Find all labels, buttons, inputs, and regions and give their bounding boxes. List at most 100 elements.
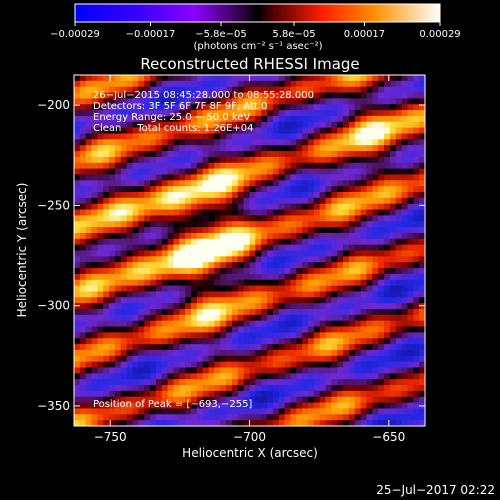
heatmap-cell	[167, 232, 175, 240]
heatmap-cell	[413, 256, 420, 263]
heatmap-cell	[419, 86, 425, 94]
heatmap-cell	[302, 320, 309, 328]
heatmap-cell	[126, 367, 134, 374]
heatmap-cell	[290, 385, 297, 392]
heatmap-cell	[85, 349, 93, 357]
heatmap-cell	[313, 86, 321, 94]
heatmap-cell	[103, 203, 110, 211]
heatmap-cell	[325, 75, 332, 82]
heatmap-cell	[331, 115, 338, 123]
heatmap-cell	[348, 227, 356, 234]
heatmap-cell	[331, 192, 338, 199]
heatmap-cell	[331, 86, 338, 94]
heatmap-cell	[114, 367, 122, 374]
heatmap-cell	[109, 186, 116, 193]
heatmap-cell	[126, 279, 134, 287]
heatmap-cell	[302, 285, 309, 293]
heatmap-cell	[196, 361, 204, 369]
heatmap-cell	[226, 162, 233, 170]
heatmap-cell	[319, 303, 327, 310]
heatmap-cell	[296, 127, 303, 135]
heatmap-cell	[191, 215, 198, 222]
heatmap-cell	[214, 385, 221, 392]
heatmap-cell	[313, 162, 321, 170]
heatmap-cell	[272, 408, 280, 415]
heatmap-cell	[407, 127, 414, 135]
heatmap-cell	[120, 314, 128, 322]
heatmap-cell	[185, 309, 192, 316]
heatmap-cell	[79, 303, 87, 310]
heatmap-cell	[308, 385, 315, 392]
heatmap-cell	[226, 145, 233, 152]
heatmap-cell	[319, 186, 327, 193]
heatmap-cell	[337, 151, 344, 158]
heatmap-cell	[173, 162, 180, 170]
heatmap-cell	[220, 162, 227, 170]
heatmap-cell	[155, 215, 163, 222]
heatmap-cell	[191, 367, 198, 374]
heatmap-cell	[120, 92, 128, 99]
heatmap-cell	[354, 232, 362, 240]
heatmap-cell	[278, 133, 286, 140]
heatmap-cell	[144, 115, 151, 123]
heatmap-cell	[167, 402, 175, 410]
heatmap-cell	[366, 115, 373, 123]
heatmap-cell	[226, 238, 233, 246]
heatmap-cell	[378, 104, 385, 111]
heatmap-cell	[161, 232, 169, 240]
colorbar-tick-label: −0.00029	[50, 29, 100, 40]
heatmap-cell	[378, 115, 385, 123]
heatmap-cell	[313, 145, 321, 152]
heatmap-cell	[74, 396, 81, 404]
heatmap-cell	[384, 227, 391, 234]
heatmap-cell	[167, 379, 175, 386]
heatmap-cell	[272, 232, 280, 240]
heatmap-cell	[85, 168, 93, 176]
heatmap-cell	[103, 86, 110, 94]
heatmap-cell	[360, 285, 368, 293]
heatmap-cell	[179, 268, 186, 275]
heatmap-cell	[337, 320, 344, 328]
heatmap-cell	[354, 75, 362, 82]
heatmap-cell	[419, 367, 425, 374]
heatmap-cell	[272, 385, 280, 392]
heatmap-cell	[226, 244, 233, 252]
heatmap-cell	[214, 332, 221, 339]
heatmap-cell	[103, 192, 110, 199]
heatmap-cell	[413, 86, 420, 94]
heatmap-cell	[109, 80, 116, 88]
heatmap-cell	[208, 314, 215, 322]
heatmap-cell	[196, 262, 204, 269]
heatmap-cell	[161, 127, 169, 135]
heatmap-cell	[261, 320, 268, 328]
heatmap-cell	[109, 291, 116, 298]
heatmap-cell	[202, 156, 210, 164]
heatmap-cell	[85, 262, 93, 269]
heatmap-cell	[407, 285, 414, 293]
heatmap-cell	[395, 279, 403, 287]
heatmap-cell	[196, 420, 204, 426]
heatmap-cell	[231, 250, 239, 257]
heatmap-cell	[389, 268, 397, 275]
heatmap-cell	[302, 250, 309, 257]
heatmap-cell	[144, 180, 151, 187]
heatmap-cell	[290, 355, 297, 363]
heatmap-cell	[255, 385, 262, 392]
heatmap-cell	[237, 156, 245, 164]
heatmap-cell	[261, 303, 268, 310]
heatmap-cell	[384, 262, 391, 269]
heatmap-cell	[132, 75, 139, 82]
heatmap-cell	[196, 314, 204, 322]
heatmap-cell	[284, 314, 292, 322]
heatmap-cell	[302, 361, 309, 369]
heatmap-cell	[419, 262, 425, 269]
heatmap-cell	[103, 180, 110, 187]
heatmap-cell	[126, 151, 134, 158]
heatmap-cell	[103, 168, 110, 176]
heatmap-cell	[319, 98, 327, 105]
heatmap-cell	[243, 215, 251, 222]
heatmap-cell	[202, 162, 210, 170]
heatmap-cell	[155, 338, 163, 345]
heatmap-cell	[249, 279, 256, 287]
heatmap-cell	[185, 75, 192, 82]
